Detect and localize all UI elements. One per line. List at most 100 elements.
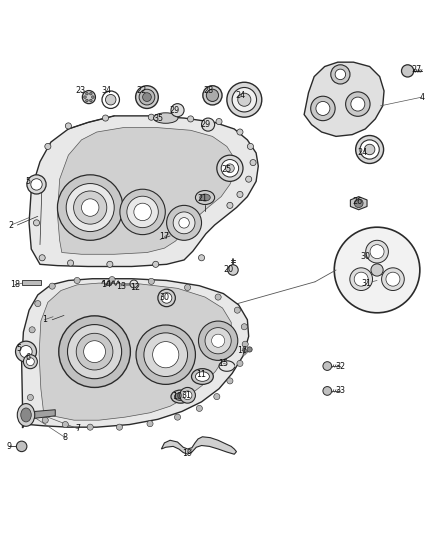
Text: 25: 25 [222, 165, 232, 174]
Ellipse shape [195, 372, 209, 381]
Circle shape [89, 92, 92, 95]
Circle shape [92, 96, 94, 99]
Circle shape [173, 212, 195, 234]
Circle shape [107, 261, 113, 268]
Circle shape [381, 268, 404, 290]
Polygon shape [21, 280, 41, 285]
Text: 33: 33 [336, 386, 346, 395]
Circle shape [212, 334, 225, 348]
Circle shape [215, 294, 221, 300]
Circle shape [139, 89, 155, 105]
Text: 32: 32 [336, 361, 346, 370]
Circle shape [221, 159, 239, 177]
Circle shape [152, 342, 179, 368]
Circle shape [180, 387, 195, 403]
Circle shape [89, 99, 92, 102]
Ellipse shape [21, 408, 31, 422]
Circle shape [102, 115, 109, 121]
Text: 9: 9 [7, 442, 12, 451]
Circle shape [226, 164, 234, 173]
Circle shape [360, 140, 379, 159]
Text: 20: 20 [223, 265, 233, 274]
Circle shape [29, 327, 35, 333]
Ellipse shape [174, 393, 187, 400]
Polygon shape [350, 197, 367, 210]
Text: 29: 29 [200, 120, 210, 129]
Circle shape [331, 65, 350, 84]
Text: 7: 7 [76, 424, 81, 433]
Text: 18: 18 [10, 280, 20, 289]
Circle shape [179, 217, 189, 228]
Polygon shape [161, 437, 237, 454]
Circle shape [206, 89, 219, 101]
Circle shape [59, 316, 131, 387]
Polygon shape [19, 410, 55, 420]
Circle shape [203, 86, 222, 105]
Polygon shape [39, 283, 231, 420]
Circle shape [20, 345, 32, 358]
Circle shape [227, 203, 233, 208]
Circle shape [15, 341, 36, 362]
Circle shape [237, 360, 243, 367]
Circle shape [350, 268, 373, 290]
Circle shape [26, 358, 34, 366]
Text: 2: 2 [9, 221, 14, 230]
Circle shape [354, 272, 368, 286]
Circle shape [102, 91, 120, 108]
Circle shape [42, 417, 48, 423]
Ellipse shape [200, 194, 210, 201]
Circle shape [27, 394, 33, 400]
Circle shape [198, 321, 238, 360]
Text: 34: 34 [101, 86, 111, 95]
Text: 14: 14 [101, 280, 111, 289]
Text: 10: 10 [173, 392, 183, 401]
Circle shape [39, 255, 45, 261]
Ellipse shape [191, 369, 213, 384]
Text: 35: 35 [154, 115, 164, 124]
Circle shape [66, 183, 114, 231]
Text: 17: 17 [159, 232, 170, 241]
Text: 19: 19 [183, 449, 193, 458]
Circle shape [117, 424, 123, 430]
Circle shape [74, 191, 107, 224]
Circle shape [217, 155, 243, 181]
Circle shape [158, 289, 175, 306]
Circle shape [227, 82, 262, 117]
Circle shape [250, 159, 256, 166]
Circle shape [346, 92, 370, 116]
Circle shape [241, 324, 247, 330]
Text: 8: 8 [63, 433, 68, 442]
Circle shape [27, 362, 33, 368]
Circle shape [214, 393, 220, 400]
Circle shape [45, 143, 51, 149]
Circle shape [81, 199, 99, 216]
Circle shape [147, 421, 153, 427]
Circle shape [323, 362, 332, 370]
Circle shape [136, 86, 158, 108]
Circle shape [238, 93, 251, 106]
Circle shape [152, 261, 159, 268]
Text: 11: 11 [196, 370, 206, 379]
Circle shape [35, 176, 41, 182]
Text: 24: 24 [357, 148, 367, 157]
Circle shape [246, 176, 252, 182]
Circle shape [228, 265, 238, 275]
Text: 27: 27 [411, 64, 421, 74]
Circle shape [247, 143, 254, 149]
Text: 30: 30 [360, 253, 370, 261]
Circle shape [184, 285, 191, 290]
Circle shape [62, 422, 68, 427]
Circle shape [183, 391, 192, 400]
Circle shape [144, 333, 187, 376]
Polygon shape [57, 128, 236, 254]
Circle shape [334, 227, 420, 313]
Circle shape [174, 414, 180, 420]
Circle shape [196, 405, 202, 411]
Circle shape [134, 203, 151, 221]
Circle shape [237, 129, 243, 135]
Circle shape [354, 199, 363, 207]
Circle shape [143, 93, 151, 101]
Text: 29: 29 [170, 106, 180, 115]
Circle shape [16, 441, 27, 451]
Text: 28: 28 [203, 86, 213, 95]
